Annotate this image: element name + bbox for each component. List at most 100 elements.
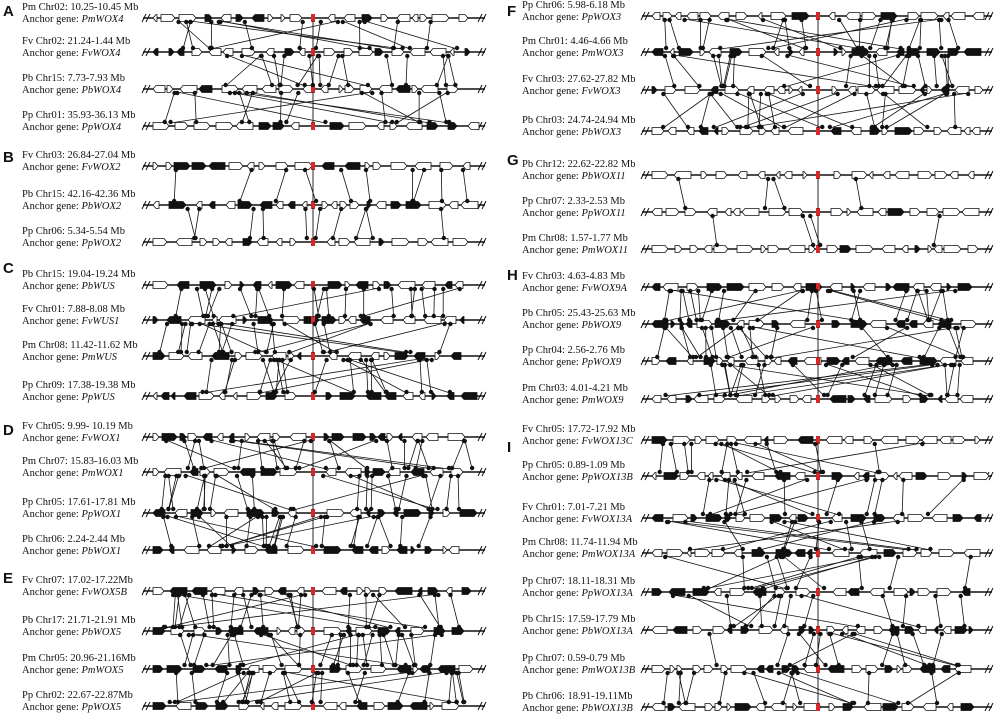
collinear-link bbox=[664, 54, 675, 88]
anchor-gene-line: Anchor gene: PbWOX13A bbox=[522, 626, 635, 638]
gene-arrow bbox=[651, 48, 664, 56]
link-endpoint bbox=[687, 354, 693, 360]
anchor-gene-name: PpWOX13A bbox=[581, 588, 633, 599]
link-endpoint bbox=[282, 321, 287, 327]
collinear-link bbox=[257, 439, 263, 470]
collinear-link bbox=[678, 671, 686, 705]
collinear-link bbox=[722, 54, 731, 88]
gene-arrow bbox=[434, 352, 441, 360]
link-endpoint bbox=[302, 82, 307, 88]
gene-arrow bbox=[410, 546, 416, 554]
collinear-link bbox=[715, 442, 815, 474]
chromosome-location: Pp Chr06: 5.34-5.54 Mb bbox=[22, 226, 125, 237]
anchor-gene-prefix: Anchor gene: bbox=[522, 395, 579, 406]
link-endpoint bbox=[938, 623, 943, 629]
link-endpoint bbox=[184, 19, 189, 25]
gene-arrow bbox=[946, 127, 962, 135]
link-endpoint bbox=[939, 288, 944, 294]
link-endpoint bbox=[237, 90, 242, 96]
gene-arrow bbox=[705, 514, 723, 522]
break-mark bbox=[477, 200, 487, 210]
collinear-link bbox=[193, 207, 200, 240]
gene-arrow bbox=[289, 14, 303, 22]
link-endpoint bbox=[811, 593, 816, 599]
link-endpoint bbox=[945, 392, 950, 398]
gene-arrow bbox=[963, 549, 981, 557]
break-mark bbox=[477, 237, 487, 247]
collinear-link bbox=[280, 54, 285, 87]
link-endpoint bbox=[278, 82, 283, 88]
collinear-link bbox=[332, 207, 342, 240]
gene-arrow bbox=[372, 468, 386, 476]
link-endpoint bbox=[381, 632, 386, 638]
anchor-gene-line: Anchor gene: PpWOX2 bbox=[22, 238, 125, 250]
link-endpoint bbox=[272, 349, 278, 355]
gene-arrow bbox=[963, 48, 982, 56]
collinear-link bbox=[733, 289, 756, 322]
collinear-link bbox=[425, 474, 433, 511]
collinear-link bbox=[771, 326, 958, 359]
gene-arrow bbox=[170, 392, 176, 400]
link-endpoint bbox=[293, 514, 298, 520]
collinear-link bbox=[768, 92, 776, 129]
link-endpoint bbox=[444, 506, 449, 512]
break-mark bbox=[477, 545, 487, 555]
gene-arrow bbox=[863, 395, 871, 403]
anchor-gene-name: FvWOX4 bbox=[81, 48, 121, 59]
track-label: Pb Chr06: 2.24-2.44 Mb Anchor gene: PbWOX… bbox=[22, 534, 125, 558]
link-endpoint bbox=[247, 119, 252, 125]
link-endpoint bbox=[269, 82, 275, 88]
link-endpoint bbox=[799, 17, 804, 23]
gene-arrow bbox=[323, 48, 336, 56]
link-endpoint bbox=[698, 317, 703, 323]
break-mark bbox=[640, 435, 650, 445]
collinear-link bbox=[884, 18, 894, 50]
link-endpoint bbox=[945, 83, 950, 89]
collinear-link bbox=[755, 442, 824, 474]
collinear-link bbox=[804, 632, 815, 667]
link-endpoint bbox=[685, 124, 691, 130]
anchor-gene-name: FvWOX3 bbox=[581, 86, 621, 97]
collinear-link bbox=[672, 594, 858, 628]
link-endpoint bbox=[945, 53, 951, 59]
gene-arrow bbox=[152, 587, 165, 595]
link-endpoint bbox=[747, 325, 753, 331]
link-endpoint bbox=[336, 53, 341, 59]
link-endpoint bbox=[662, 53, 668, 59]
link-endpoint bbox=[229, 632, 235, 638]
break-mark bbox=[640, 47, 650, 57]
link-endpoint bbox=[201, 473, 207, 479]
link-endpoint bbox=[389, 82, 395, 88]
collinear-link bbox=[343, 358, 407, 394]
gene-arrow bbox=[971, 127, 981, 135]
link-endpoint bbox=[384, 438, 390, 444]
link-endpoint bbox=[826, 546, 832, 552]
gene-arrow bbox=[776, 86, 786, 94]
collinear-link bbox=[730, 326, 743, 359]
gene-arrow bbox=[331, 433, 345, 441]
gene-arrow bbox=[901, 245, 909, 253]
collinear-link bbox=[215, 593, 426, 629]
link-endpoint bbox=[357, 19, 362, 25]
link-endpoint bbox=[672, 53, 677, 59]
gene-arrow bbox=[931, 514, 948, 522]
link-endpoint bbox=[224, 670, 230, 676]
link-endpoint bbox=[280, 357, 285, 363]
link-endpoint bbox=[918, 17, 923, 23]
link-endpoint bbox=[250, 473, 255, 479]
link-endpoint bbox=[825, 392, 830, 398]
link-endpoint bbox=[204, 389, 209, 395]
link-endpoint bbox=[769, 519, 774, 525]
gene-arrow bbox=[214, 665, 228, 673]
gene-arrow bbox=[394, 587, 413, 595]
link-endpoint bbox=[810, 511, 815, 517]
collinear-link bbox=[424, 671, 430, 704]
link-endpoint bbox=[890, 623, 895, 629]
collinear-link bbox=[282, 358, 288, 394]
gene-arrow bbox=[330, 201, 338, 209]
link-endpoint bbox=[728, 325, 734, 331]
anchor-gene-prefix: Anchor gene: bbox=[22, 665, 79, 676]
gene-arrow bbox=[383, 352, 391, 360]
collinear-link bbox=[718, 54, 723, 88]
link-endpoint bbox=[209, 19, 214, 25]
